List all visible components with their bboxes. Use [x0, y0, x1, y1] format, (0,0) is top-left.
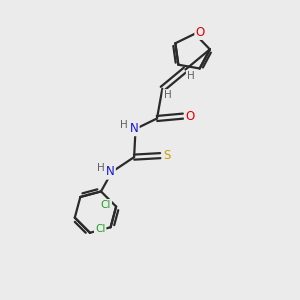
Text: Cl: Cl — [95, 224, 105, 234]
Text: H: H — [164, 90, 172, 100]
Text: O: O — [185, 110, 194, 123]
Text: H: H — [120, 120, 128, 130]
Text: Cl: Cl — [100, 200, 111, 210]
Text: H: H — [97, 163, 104, 172]
Text: O: O — [196, 26, 205, 39]
Text: N: N — [106, 166, 115, 178]
Text: S: S — [163, 149, 170, 162]
Text: H: H — [187, 71, 195, 81]
Text: N: N — [130, 122, 139, 135]
